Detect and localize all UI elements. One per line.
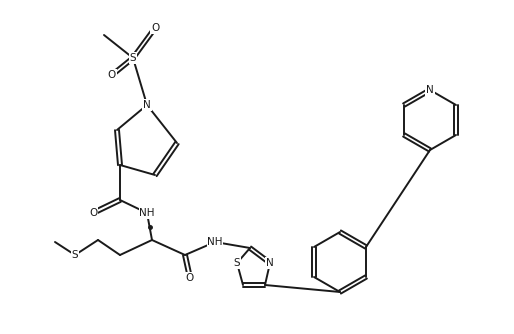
Text: N: N [426,85,434,95]
Text: NH: NH [207,237,223,247]
Text: S: S [71,250,78,260]
Text: O: O [151,23,159,33]
Text: S: S [234,258,241,268]
Text: N: N [143,100,151,110]
Text: N: N [266,258,274,268]
Text: S: S [130,53,136,63]
Text: O: O [89,208,97,218]
Text: O: O [186,273,194,283]
Text: O: O [108,70,116,80]
Text: NH: NH [139,208,155,218]
